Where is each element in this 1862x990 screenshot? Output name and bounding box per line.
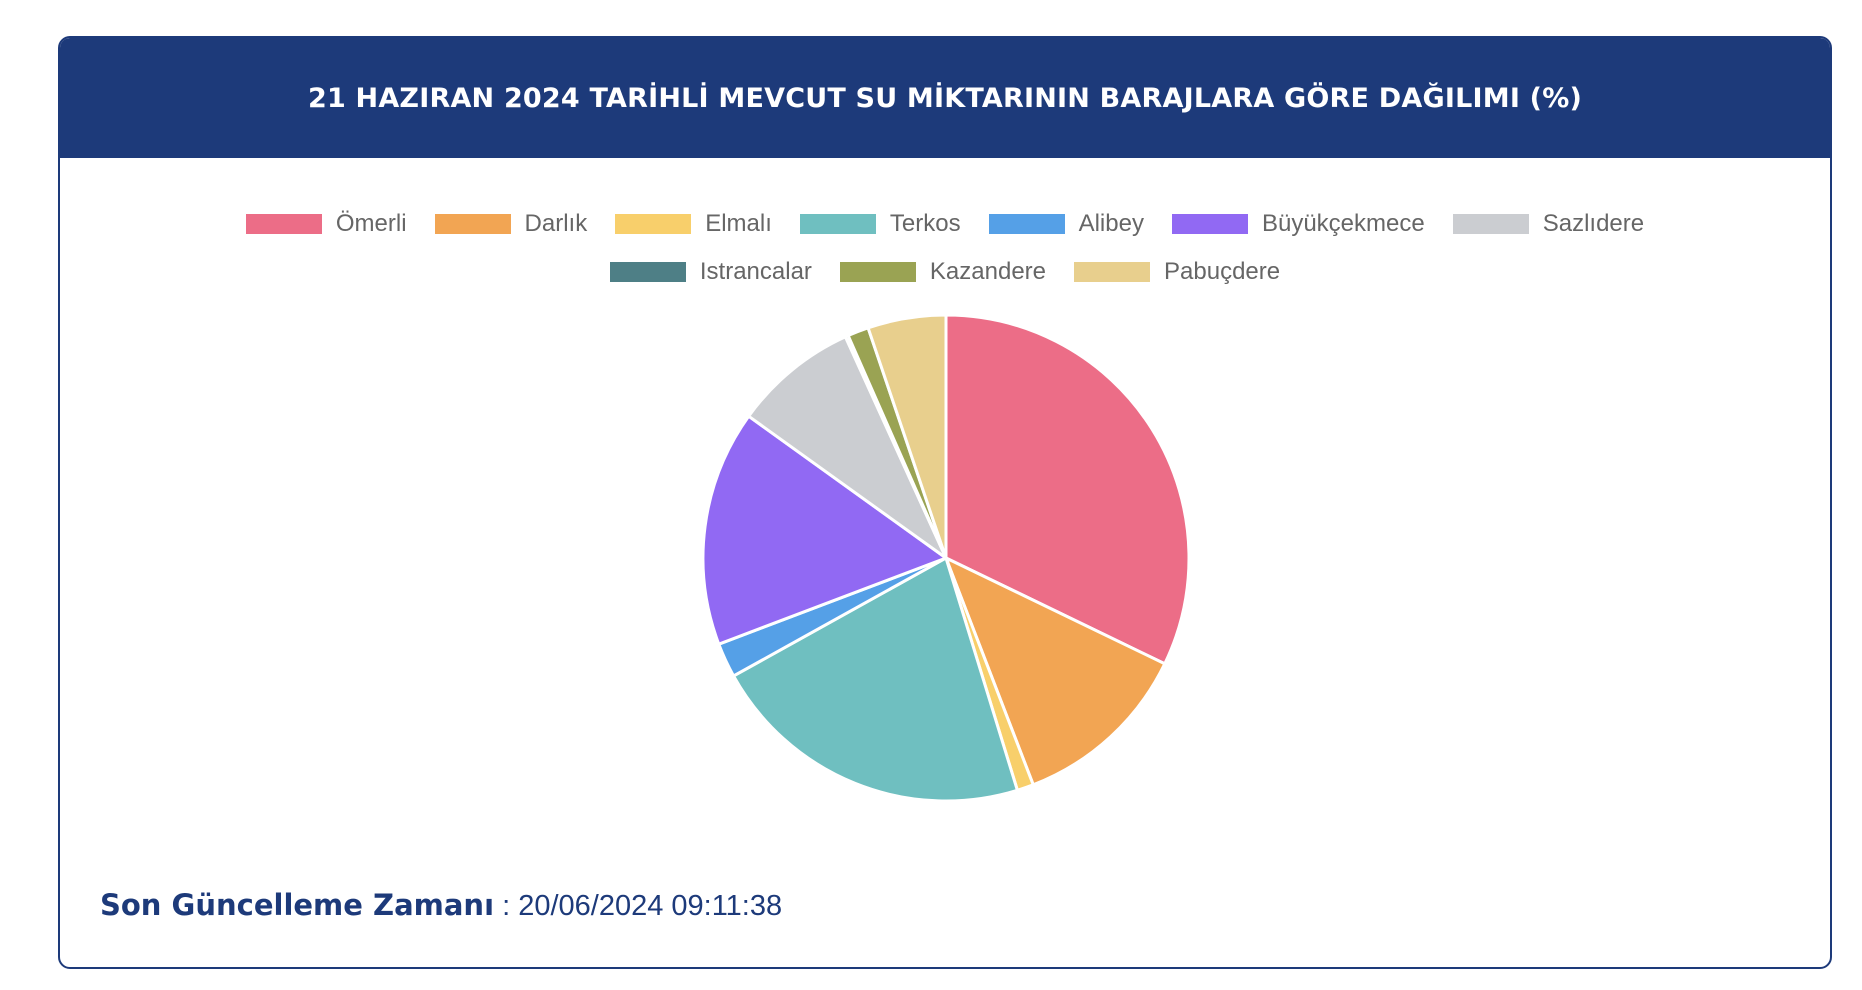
legend-label: Elmalı <box>705 210 772 237</box>
legend-item[interactable]: Kazandere <box>839 258 1047 286</box>
legend-swatch <box>799 214 876 234</box>
legend-label: Darlık <box>524 210 588 237</box>
legend-swatch <box>245 214 322 234</box>
legend-item[interactable]: Istrancalar <box>609 258 812 286</box>
pie-slice-darlık[interactable] <box>943 554 1167 787</box>
legend-item[interactable]: Büyükçekmece <box>1171 210 1425 238</box>
legend-label: Alibey <box>1078 210 1144 237</box>
legend-item[interactable]: Darlık <box>434 210 588 238</box>
last-update-separator: : <box>494 890 519 922</box>
pie-area <box>60 38 1830 967</box>
pie-slice-ömerli[interactable] <box>944 313 1191 666</box>
pie-chart <box>701 313 1191 803</box>
legend-swatch <box>609 262 686 282</box>
card-header: 21 HAZIRAN 2024 TARİHLİ MEVCUT SU MİKTAR… <box>60 38 1830 158</box>
legend-label: Büyükçekmece <box>1261 210 1425 237</box>
legend-label: Sazlıdere <box>1542 210 1645 237</box>
legend-swatch <box>839 262 916 282</box>
legend-item[interactable]: Alibey <box>988 210 1144 238</box>
chart-title: 21 HAZIRAN 2024 TARİHLİ MEVCUT SU MİKTAR… <box>307 82 1583 114</box>
legend-label: Terkos <box>889 210 961 237</box>
legend-label: Ömerli <box>335 210 407 237</box>
legend-label: Kazandere <box>929 258 1047 285</box>
legend-item[interactable]: Sazlıdere <box>1452 210 1645 238</box>
legend-swatch <box>615 214 692 234</box>
legend-item[interactable]: Terkos <box>799 210 961 238</box>
legend-item[interactable]: Pabuçdere <box>1074 258 1280 286</box>
legend-swatch <box>1074 262 1151 282</box>
pie-slice-sazlıdere[interactable] <box>746 334 950 563</box>
legend-swatch <box>1452 214 1529 234</box>
pie-slice-terkos[interactable] <box>731 555 1020 803</box>
legend-swatch <box>988 214 1065 234</box>
legend-item[interactable]: Ömerli <box>245 210 407 238</box>
last-update: Son Güncelleme Zamanı : 20/06/2024 09:11… <box>100 888 782 923</box>
chart-card: 21 HAZIRAN 2024 TARİHLİ MEVCUT SU MİKTAR… <box>58 36 1832 969</box>
pie-slice-büyükçekmece[interactable] <box>701 414 950 647</box>
last-update-value: 20/06/2024 09:11:38 <box>518 890 783 922</box>
legend-swatch <box>1171 214 1248 234</box>
legend-item[interactable]: Elmalı <box>615 210 772 238</box>
legend-label: Pabuçdere <box>1164 258 1281 285</box>
pie-slice-pabuçdere[interactable] <box>866 313 948 559</box>
legend-swatch <box>434 214 511 234</box>
chart-legend: Ömerli Darlık Elmalı Terkos Alibey Büyükçekme… <box>60 210 1830 286</box>
legend-label: Istrancalar <box>699 258 812 285</box>
last-update-label: Son Güncelleme Zamanı <box>100 888 495 922</box>
